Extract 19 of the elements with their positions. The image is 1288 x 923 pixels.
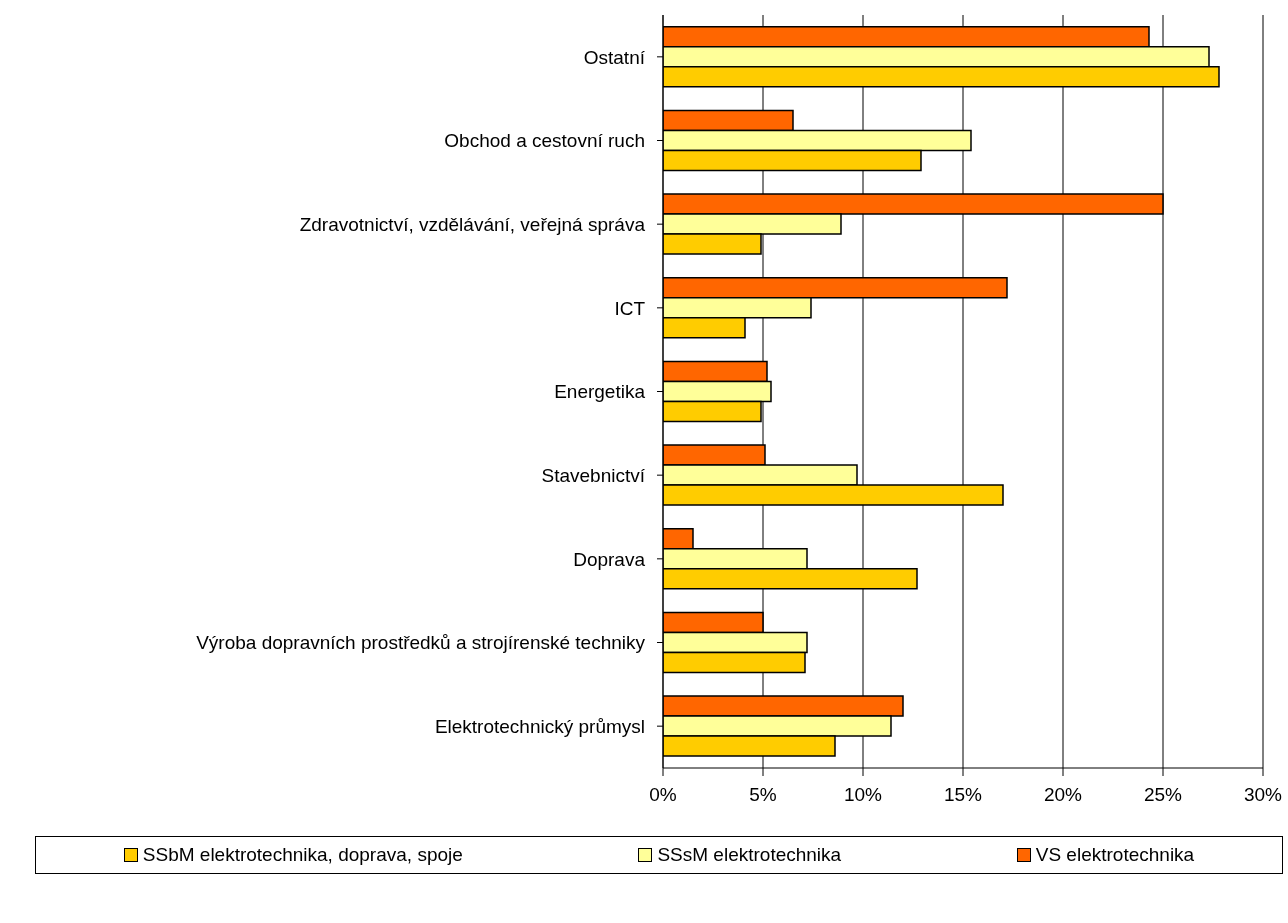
y-tick-label: Výroba dopravních prostředků a strojírenské techniky — [196, 632, 646, 654]
y-tick-label: ICT — [614, 297, 646, 319]
y-tick-label: Ostatní — [583, 46, 646, 68]
y-tick-label: Stavebnictví — [541, 464, 646, 486]
legend-label: SSsM elektrotechnika — [657, 844, 842, 866]
y-tick-label: Obchod a cestovní ruch — [444, 130, 645, 152]
y-tick-label: Zdravotnictví, vzdělávání, veřejná správa — [299, 213, 646, 235]
y-tick-label: Elektrotechnický průmysl — [434, 715, 645, 737]
x-tick-label: 30% — [1243, 784, 1283, 806]
legend-label: VS elektrotechnika — [1035, 844, 1195, 866]
x-tick-label: 20% — [1043, 784, 1083, 806]
x-tick-label: 0% — [649, 784, 677, 806]
x-tick-label: 5% — [749, 784, 777, 806]
x-tick-label: 15% — [943, 784, 983, 806]
y-tick-label: Energetika — [554, 381, 646, 403]
y-tick-label: Doprava — [573, 548, 646, 570]
legend-label: SSbM elektrotechnika, doprava, spoje — [142, 844, 463, 866]
x-tick-label: 10% — [843, 784, 883, 806]
x-tick-label: 25% — [1143, 784, 1183, 806]
